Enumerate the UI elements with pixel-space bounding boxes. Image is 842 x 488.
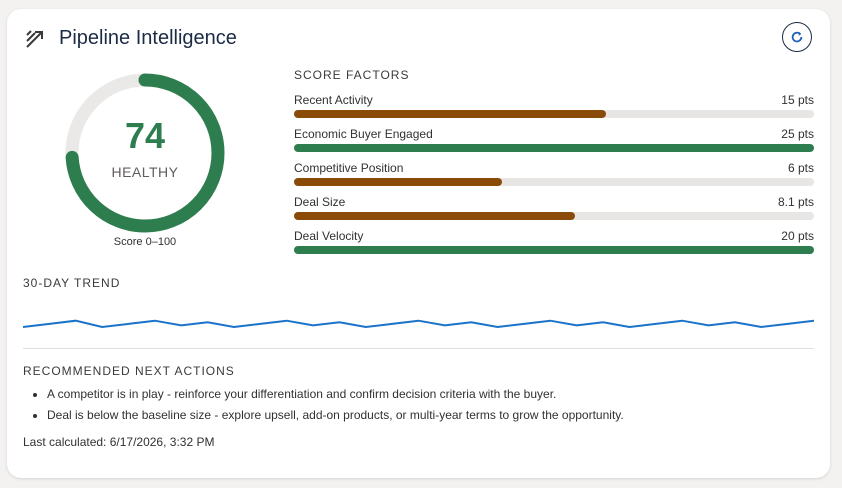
factor-label: Deal Velocity	[294, 229, 364, 243]
action-item: A competitor is in play - reinforce your…	[47, 387, 624, 401]
factor-deal-size: Deal Size 8.1 pts	[294, 195, 814, 220]
factor-points: 15 pts	[781, 93, 814, 107]
pipeline-intelligence-card: Pipeline Intelligence 74 HEALTHY Score 0…	[7, 9, 830, 478]
factor-points: 8.1 pts	[777, 195, 814, 209]
factor-points: 6 pts	[787, 161, 814, 175]
factor-points: 25 pts	[781, 127, 814, 141]
actions-heading: RECOMMENDED NEXT ACTIONS	[23, 364, 235, 378]
factor-bar-fill	[294, 178, 502, 186]
gauge-arc	[65, 73, 225, 233]
trend-line	[23, 319, 814, 329]
factor-bar-fill	[294, 212, 575, 220]
score-value: 74	[124, 115, 166, 156]
factor-bar-fill	[294, 246, 814, 254]
factor-deal-velocity: Deal Velocity 20 pts	[294, 229, 814, 254]
trend-sparkline	[23, 319, 814, 329]
page-title: Pipeline Intelligence	[59, 27, 237, 49]
section-divider	[23, 348, 814, 349]
factor-points: 20 pts	[781, 229, 814, 243]
recommended-actions-list: A competitor is in play - reinforce your…	[31, 387, 624, 429]
factor-label: Competitive Position	[294, 161, 404, 175]
factor-bar	[294, 144, 814, 152]
factor-bar-fill	[294, 144, 814, 152]
factor-bar	[294, 212, 814, 220]
factor-competitive-position: Competitive Position 6 pts	[294, 161, 814, 186]
score-factors-heading: SCORE FACTORS	[294, 68, 410, 82]
trend-arrows-icon	[26, 30, 43, 48]
factor-bar	[294, 110, 814, 118]
health-status: HEALTHY	[111, 164, 179, 180]
action-item: Deal is below the baseline size - explor…	[47, 408, 624, 422]
factor-label: Recent Activity	[294, 93, 373, 107]
last-calculated: Last calculated: 6/17/2026, 3:32 PM	[23, 435, 215, 449]
refresh-icon	[791, 31, 803, 43]
factor-label: Deal Size	[294, 195, 346, 209]
factor-bar	[294, 178, 814, 186]
factor-recent-activity: Recent Activity 15 pts	[294, 93, 814, 118]
factor-economic-buyer: Economic Buyer Engaged 25 pts	[294, 127, 814, 152]
refresh-button[interactable]	[782, 22, 812, 52]
score-range-caption: Score 0–100	[113, 236, 177, 248]
trend-heading: 30-DAY TREND	[23, 276, 121, 290]
score-gauge	[65, 73, 225, 233]
factor-bar-fill	[294, 110, 606, 118]
factor-bar	[294, 246, 814, 254]
factor-label: Economic Buyer Engaged	[294, 127, 433, 141]
